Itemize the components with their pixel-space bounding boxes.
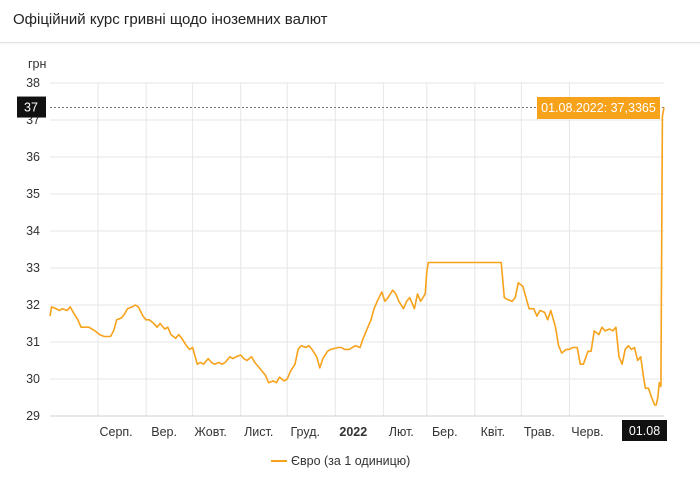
y-axis-ticks: 29 30 31 32 33 34 35 36 37 38 xyxy=(26,76,40,423)
page-title: Офіційний курс гривні щодо іноземних вал… xyxy=(13,11,328,28)
tooltip: 01.08.2022: 37,3365 xyxy=(537,97,660,119)
legend[interactable]: Євро (за 1 одиницю) xyxy=(271,454,410,468)
x-tick-label: Жовт. xyxy=(194,425,227,439)
y-tick-label: 34 xyxy=(26,224,40,238)
y-tick-label: 30 xyxy=(26,372,40,386)
x-tick-label: Груд. xyxy=(290,425,319,439)
x-tick-label: Квіт. xyxy=(481,425,506,439)
y-tick-label: 29 xyxy=(26,409,40,423)
x-tick-label: Лют. xyxy=(389,425,414,439)
crosshair-x-label: 01.08 xyxy=(629,424,660,438)
x-tick-label: Черв. xyxy=(571,425,603,439)
y-tick-label: 31 xyxy=(26,335,40,349)
tooltip-text: 01.08.2022: 37,3365 xyxy=(541,101,656,115)
x-tick-label: Серп. xyxy=(99,425,132,439)
x-tick-label: Лист. xyxy=(244,425,273,439)
y-tick-label: 33 xyxy=(26,261,40,275)
x-tick-label: 2022 xyxy=(339,425,367,439)
x-tick-label: Бер. xyxy=(432,425,458,439)
x-axis-ticks: Серп. Вер. Жовт. Лист. Груд. 2022 Лют. Бер. Квіт… xyxy=(99,425,603,439)
y-tick-label: 38 xyxy=(26,76,40,90)
grid xyxy=(50,82,664,417)
y-tick-label: 35 xyxy=(26,187,40,201)
x-tick-label: Вер. xyxy=(151,425,177,439)
header-bar: Офіційний курс гривні щодо іноземних вал… xyxy=(0,0,700,43)
y-tick-label: 36 xyxy=(26,150,40,164)
crosshair-y-marker: 37 xyxy=(17,96,46,118)
y-tick-label: 32 xyxy=(26,298,40,312)
crosshair-x-marker: 01.08 xyxy=(622,420,667,441)
series-line-euro[interactable] xyxy=(49,107,665,406)
x-tick-label: Трав. xyxy=(524,425,555,439)
y-axis-label: грн xyxy=(28,57,47,71)
legend-label: Євро (за 1 одиницю) xyxy=(291,454,410,468)
crosshair-y-label: 37 xyxy=(24,101,38,115)
